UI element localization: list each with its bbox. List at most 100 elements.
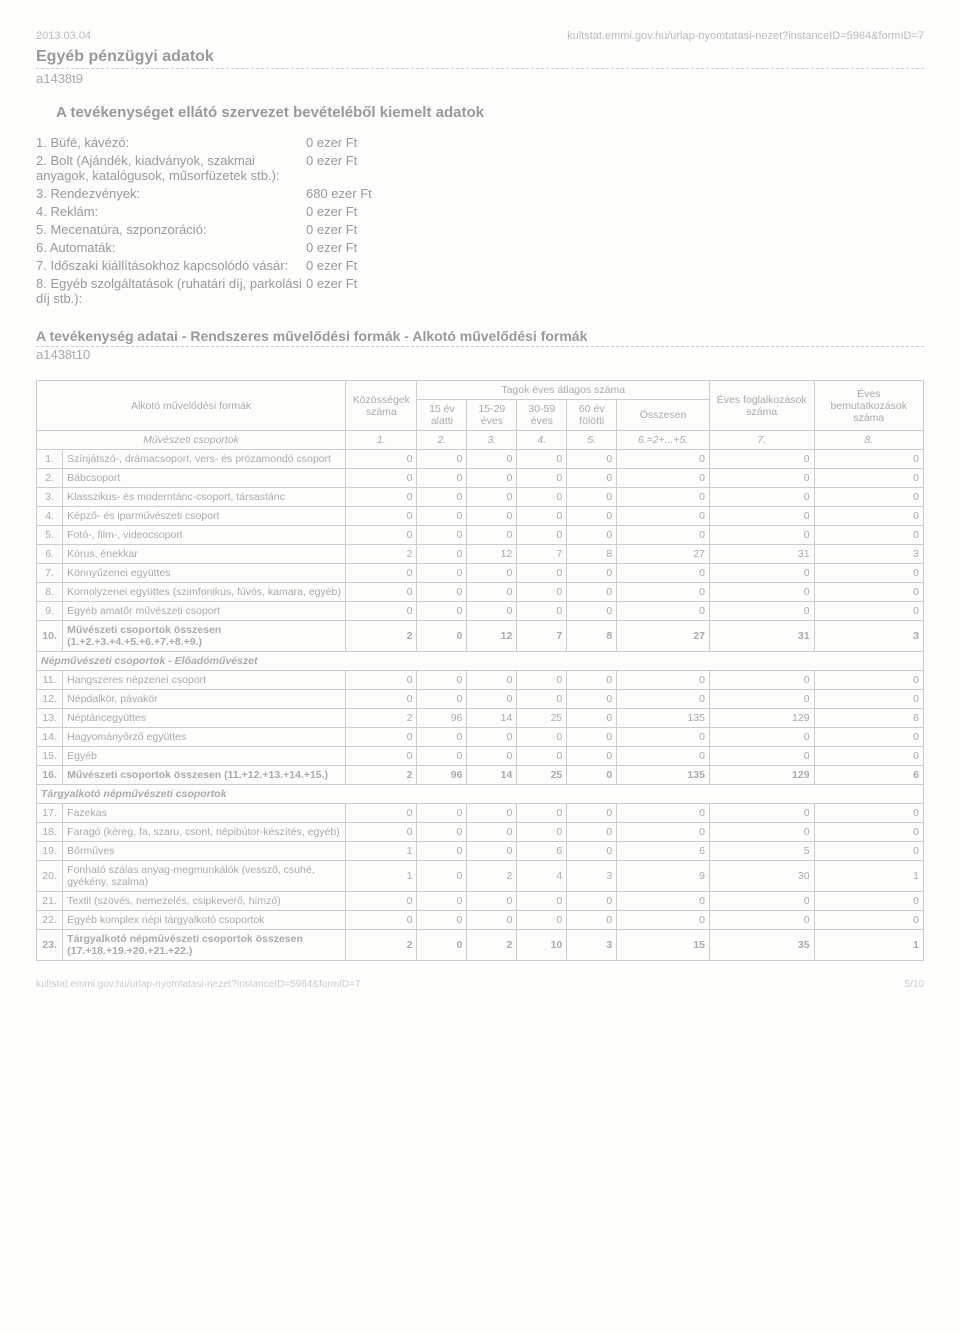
cell-value: 0	[467, 469, 517, 488]
row-number: 11.	[37, 671, 63, 690]
cell-value: 0	[567, 526, 617, 545]
row-name: Komolyzenei együttes (szimfonikus, fúvós…	[63, 583, 346, 602]
cell-value: 0	[617, 671, 710, 690]
cell-value: 0	[346, 892, 417, 911]
row-name: Fazekas	[63, 804, 346, 823]
table-row: 18.Faragó (kéreg, fa, szaru, csont, népi…	[37, 823, 924, 842]
cell-value: 0	[517, 488, 567, 507]
cell-value: 0	[417, 583, 467, 602]
cell-value: 0	[567, 766, 617, 785]
cell-value: 0	[709, 823, 814, 842]
row-number: 5.	[37, 526, 63, 545]
cell-value: 0	[346, 526, 417, 545]
financial-item: 6. Automaták:0 ezer Ft	[36, 240, 924, 255]
cell-value: 0	[417, 526, 467, 545]
section-b-title: A tevékenység adatai - Rendszeres művelő…	[36, 328, 924, 347]
financial-label: 6. Automaták:	[36, 240, 306, 255]
row-number: 4.	[37, 507, 63, 526]
cell-value: 0	[467, 488, 517, 507]
row-name: Egyéb amatőr művészeti csoport	[63, 602, 346, 621]
cell-value: 0	[467, 911, 517, 930]
cell-value: 0	[567, 690, 617, 709]
data-table: Alkotó művelődési formák Közösségek szám…	[36, 380, 924, 961]
cell-value: 0	[517, 911, 567, 930]
financial-value: 0 ezer Ft	[306, 135, 426, 150]
cell-value: 0	[467, 804, 517, 823]
cell-value: 0	[567, 564, 617, 583]
cell-value: 0	[617, 804, 710, 823]
idx-5: 5.	[567, 431, 617, 450]
row-name: Népdalkör, pávakör	[63, 690, 346, 709]
financial-label: 8. Egyéb szolgáltatások (ruhatári díj, p…	[36, 276, 306, 306]
cell-value: 0	[467, 823, 517, 842]
cell-value: 0	[814, 671, 923, 690]
row-number: 7.	[37, 564, 63, 583]
cell-value: 0	[467, 728, 517, 747]
cell-value: 0	[467, 507, 517, 526]
cell-value: 0	[709, 728, 814, 747]
cell-value: 96	[417, 766, 467, 785]
row-name: Egyéb	[63, 747, 346, 766]
financial-item: 5. Mecenatúra, szponzoráció:0 ezer Ft	[36, 222, 924, 237]
th-15: 15 év alatti	[417, 400, 467, 431]
cell-value: 0	[709, 690, 814, 709]
cell-value: 0	[814, 911, 923, 930]
table-row: Tárgyalkotó népművészeti csoportok	[37, 785, 924, 804]
cell-value: 0	[567, 728, 617, 747]
cell-value: 0	[814, 507, 923, 526]
subsection-label: Népművészeti csoportok - Előadóművészet	[37, 652, 924, 671]
cell-value: 27	[617, 545, 710, 564]
cell-value: 0	[346, 583, 417, 602]
cell-value: 0	[617, 602, 710, 621]
row-number: 16.	[37, 766, 63, 785]
financial-value: 0 ezer Ft	[306, 204, 426, 219]
cell-value: 0	[417, 450, 467, 469]
cell-value: 0	[567, 709, 617, 728]
cell-value: 3	[567, 930, 617, 961]
cell-value: 0	[709, 450, 814, 469]
cell-value: 5	[709, 842, 814, 861]
cell-value: 0	[417, 621, 467, 652]
table-row: 10.Művészeti csoportok összesen (1.+2.+3…	[37, 621, 924, 652]
header-date: 2013.03.04	[36, 30, 91, 42]
row-name: Könnyűzenei együttes	[63, 564, 346, 583]
cell-value: 2	[346, 766, 417, 785]
cell-value: 12	[467, 621, 517, 652]
financial-label: 4. Reklám:	[36, 204, 306, 219]
cell-value: 0	[417, 930, 467, 961]
cell-value: 0	[567, 488, 617, 507]
cell-value: 0	[517, 728, 567, 747]
cell-value: 0	[467, 747, 517, 766]
th-yearly1: Éves foglalkozások száma	[709, 381, 814, 431]
cell-value: 0	[346, 804, 417, 823]
cell-value: 6	[814, 766, 923, 785]
row-name: Textil (szövés, nemezelés, csipkeverő, h…	[63, 892, 346, 911]
th-avg: Tagok éves átlagos száma	[417, 381, 709, 400]
footer-url: kultstat.emmi.gov.hu/urlap-nyomtatasi-ne…	[36, 979, 360, 990]
cell-value: 2	[346, 545, 417, 564]
table-row: 6.Kórus, énekkar20127827313	[37, 545, 924, 564]
cell-value: 0	[346, 690, 417, 709]
row-name: Néptáncegyüttes	[63, 709, 346, 728]
table-row: 16.Művészeti csoportok összesen (11.+12.…	[37, 766, 924, 785]
cell-value: 14	[467, 709, 517, 728]
cell-value: 14	[467, 766, 517, 785]
cell-value: 0	[567, 747, 617, 766]
row-name: Képző- és iparművészeti csoport	[63, 507, 346, 526]
table-row: 1.Színjátszó-, drámacsoport, vers- és pr…	[37, 450, 924, 469]
table-row: 3.Klasszikus- és moderntánc-csoport, tár…	[37, 488, 924, 507]
cell-value: 0	[467, 583, 517, 602]
cell-value: 2	[467, 930, 517, 961]
row-number: 17.	[37, 804, 63, 823]
table-row: 4.Képző- és iparművészeti csoport0000000…	[37, 507, 924, 526]
row-number: 3.	[37, 488, 63, 507]
cell-value: 0	[417, 823, 467, 842]
financial-value: 0 ezer Ft	[306, 153, 426, 183]
cell-value: 0	[417, 804, 467, 823]
row-number: 23.	[37, 930, 63, 961]
cell-value: 0	[617, 892, 710, 911]
th-60: 60 év fölötti	[567, 400, 617, 431]
row-number: 22.	[37, 911, 63, 930]
cell-value: 8	[567, 545, 617, 564]
cell-value: 2	[346, 621, 417, 652]
